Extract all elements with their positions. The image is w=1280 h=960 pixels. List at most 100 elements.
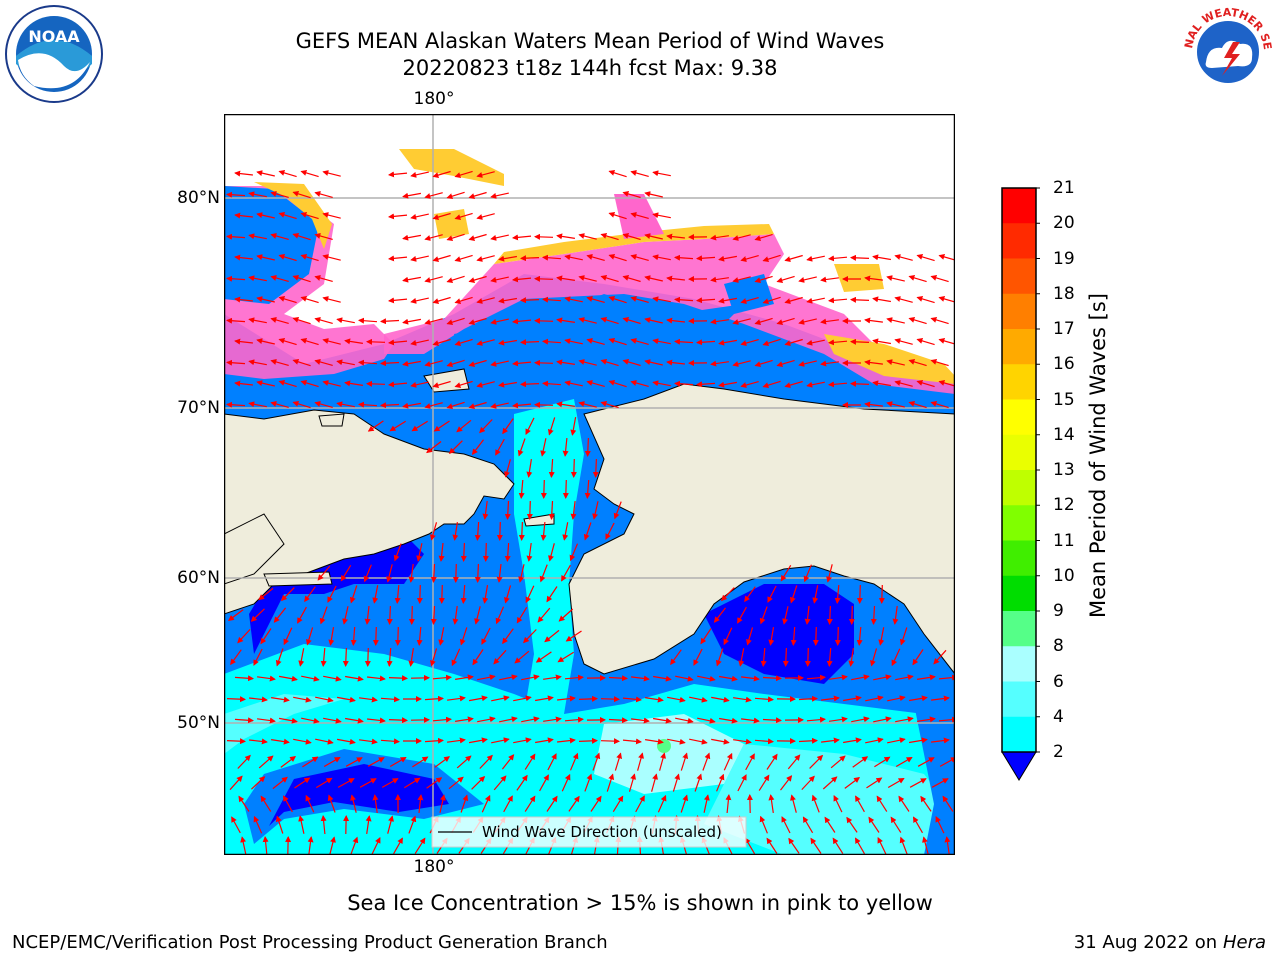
wind-wave-arrow bbox=[460, 542, 467, 562]
wind-wave-arrow bbox=[366, 338, 386, 345]
wind-wave-arrow bbox=[323, 756, 341, 768]
wind-wave-arrow bbox=[608, 675, 628, 682]
wind-wave-arrow bbox=[249, 738, 268, 745]
wind-wave-arrow bbox=[300, 337, 319, 346]
wind-wave-arrow bbox=[762, 380, 781, 389]
wind-wave-arrow bbox=[645, 738, 664, 745]
wind-wave-arrow bbox=[821, 737, 840, 744]
wind-wave-arrow bbox=[292, 232, 311, 241]
colorbar-swatch bbox=[1002, 399, 1036, 436]
wind-wave-arrow bbox=[424, 192, 443, 199]
wind-wave-arrow bbox=[600, 358, 619, 367]
wind-wave-arrow bbox=[754, 275, 773, 284]
wind-wave-arrow bbox=[590, 795, 602, 812]
wind-wave-arrow bbox=[499, 674, 518, 681]
wind-wave-arrow bbox=[930, 274, 949, 283]
ocean-cyan-strait bbox=[514, 399, 584, 774]
wind-wave-arrow bbox=[416, 626, 423, 646]
wind-wave-arrow bbox=[565, 630, 582, 642]
wind-wave-arrow bbox=[908, 400, 927, 409]
wind-wave-arrow bbox=[822, 776, 838, 790]
wind-wave-arrow bbox=[912, 816, 924, 834]
wind-wave-arrow bbox=[496, 564, 503, 583]
wind-wave-arrow bbox=[622, 738, 642, 745]
wind-wave-arrow bbox=[710, 360, 729, 367]
wind-wave-arrow bbox=[248, 275, 267, 282]
wind-wave-arrow bbox=[697, 675, 716, 682]
wind-wave-arrow bbox=[501, 754, 515, 770]
wind-wave-arrow bbox=[380, 402, 400, 409]
wind-wave-arrow bbox=[562, 479, 569, 499]
wind-wave-arrow bbox=[446, 275, 465, 284]
wind-wave-arrow bbox=[908, 274, 927, 283]
colorbar-swatch bbox=[1002, 505, 1036, 541]
wind-wave-arrow bbox=[562, 522, 569, 541]
wind-wave-arrow bbox=[402, 360, 422, 367]
wind-wave-arrow bbox=[716, 773, 725, 792]
wind-wave-arrow bbox=[718, 339, 738, 346]
wind-wave-arrow bbox=[850, 254, 870, 261]
wind-wave-arrow bbox=[546, 795, 558, 812]
colorbar-tick-label: 6 bbox=[1053, 671, 1064, 692]
wind-wave-arrow bbox=[887, 777, 905, 789]
chart-subtitle: 20220823 t18z 144h fcst Max: 9.38 bbox=[402, 56, 778, 80]
wind-wave-arrow bbox=[226, 233, 246, 240]
wind-wave-arrow bbox=[584, 479, 591, 499]
wind-wave-arrow bbox=[234, 675, 254, 682]
wind-wave-arrow bbox=[828, 297, 848, 304]
wind-wave-arrow bbox=[293, 696, 312, 703]
wind-wave-arrow bbox=[479, 754, 493, 769]
wind-wave-arrow bbox=[912, 649, 924, 666]
wind-wave-arrow bbox=[477, 674, 496, 681]
wind-wave-arrow bbox=[608, 379, 627, 388]
wind-wave-arrow bbox=[561, 773, 571, 792]
wind-wave-arrow bbox=[876, 795, 888, 812]
wind-wave-arrow bbox=[666, 233, 685, 240]
wind-wave-arrow bbox=[630, 296, 649, 303]
wind-wave-arrow bbox=[801, 775, 815, 791]
wind-wave-arrow bbox=[870, 605, 877, 625]
wind-wave-arrow bbox=[916, 337, 935, 346]
wind-wave-arrow bbox=[234, 717, 254, 724]
wind-wave-arrow bbox=[476, 381, 495, 388]
wind-wave-arrow bbox=[820, 276, 839, 283]
wind-wave-arrow bbox=[237, 754, 251, 769]
wind-wave-arrow bbox=[534, 317, 554, 324]
wind-wave-arrow bbox=[292, 358, 311, 367]
wind-wave-arrow bbox=[535, 651, 552, 663]
wind-wave-arrow bbox=[909, 695, 928, 702]
wind-wave-arrow bbox=[909, 778, 927, 788]
wind-wave-arrow bbox=[898, 795, 910, 812]
wind-wave-arrow bbox=[482, 585, 489, 604]
wind-wave-arrow bbox=[438, 584, 445, 604]
wind-wave-arrow bbox=[430, 605, 437, 625]
wind-wave-arrow bbox=[446, 317, 465, 326]
wind-wave-arrow bbox=[781, 816, 791, 834]
wind-wave-arrow bbox=[652, 380, 671, 387]
wind-wave-arrow bbox=[537, 607, 551, 623]
wind-wave-arrow bbox=[768, 794, 775, 813]
wind-wave-arrow bbox=[754, 738, 774, 745]
wind-wave-arrow bbox=[388, 381, 408, 388]
wind-wave-arrow bbox=[741, 675, 760, 682]
wind-wave-arrow bbox=[631, 717, 650, 724]
colorbar-swatch bbox=[1002, 575, 1036, 612]
wind-wave-arrow bbox=[322, 170, 341, 177]
wind-wave-arrow bbox=[703, 794, 710, 813]
wind-wave-arrow bbox=[938, 254, 955, 261]
wind-wave-arrow bbox=[725, 794, 732, 814]
wind-wave-arrow bbox=[388, 717, 408, 724]
wind-wave-arrow bbox=[512, 318, 532, 325]
wind-wave-arrow bbox=[226, 696, 246, 703]
wind-wave-arrow bbox=[586, 254, 605, 261]
wind-wave-arrow bbox=[231, 816, 241, 834]
wind-wave-arrow bbox=[336, 401, 355, 408]
wind-wave-arrow bbox=[829, 716, 848, 723]
wind-wave-arrow bbox=[895, 716, 914, 723]
footer-host: Hera bbox=[1222, 932, 1266, 953]
wind-wave-arrow bbox=[886, 275, 905, 282]
wind-wave-arrow bbox=[226, 359, 246, 366]
noaa-logo: NOAA bbox=[4, 4, 104, 104]
wind-wave-arrow bbox=[298, 648, 305, 667]
wind-wave-arrow bbox=[240, 836, 247, 855]
